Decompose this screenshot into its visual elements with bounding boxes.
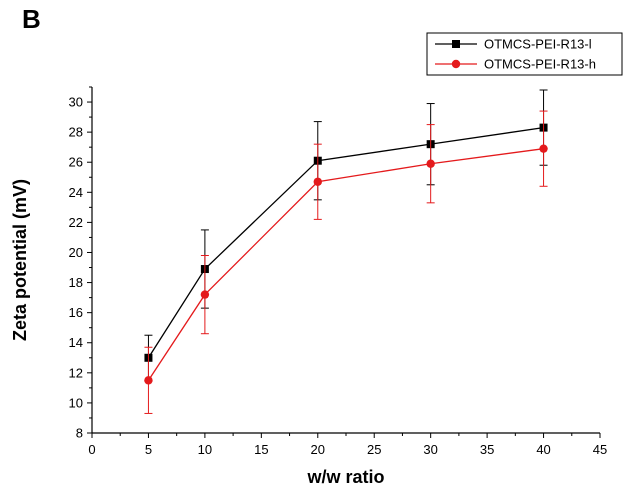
y-tick-label: 26	[69, 155, 83, 170]
y-axis-title: Zeta potential (mV)	[10, 179, 30, 341]
series-layer	[144, 90, 548, 413]
y-tick-label: 12	[69, 365, 83, 380]
x-tick-label: 45	[593, 442, 607, 457]
y-tick-label: 20	[69, 245, 83, 260]
legend-marker	[452, 60, 460, 68]
y-tick-label: 14	[69, 335, 83, 350]
y-tick-label: 16	[69, 305, 83, 320]
x-axis: 0 5 10 15 20 25 30 35 40 45	[88, 433, 607, 457]
data-point	[314, 178, 322, 186]
series-1	[144, 90, 547, 380]
data-point	[426, 160, 434, 168]
legend-label: OTMCS-PEI-R13-l	[484, 37, 592, 52]
x-tick-label: 25	[367, 442, 381, 457]
series-line	[148, 149, 543, 381]
x-tick-label: 35	[480, 442, 494, 457]
y-tick-label: 24	[69, 185, 83, 200]
legend: OTMCS-PEI-R13-l OTMCS-PEI-R13-h	[427, 33, 622, 75]
data-point	[144, 376, 152, 384]
legend-label: OTMCS-PEI-R13-h	[484, 57, 596, 72]
x-tick-label: 0	[88, 442, 95, 457]
data-point	[539, 144, 547, 152]
x-tick-label: 40	[536, 442, 550, 457]
x-tick-label: 20	[311, 442, 325, 457]
legend-marker	[452, 40, 460, 48]
y-axis: 8 10 12 14 16 18 20 22 24 26 28 30	[69, 87, 92, 441]
y-tick-label: 30	[69, 95, 83, 110]
data-point	[201, 290, 209, 298]
y-tick-label: 8	[76, 426, 83, 441]
x-tick-label: 30	[423, 442, 437, 457]
y-tick-label: 22	[69, 215, 83, 230]
y-tick-label: 10	[69, 395, 83, 410]
x-tick-label: 10	[198, 442, 212, 457]
y-tick-label: 18	[69, 275, 83, 290]
plot-frame	[92, 87, 600, 433]
x-tick-label: 5	[145, 442, 152, 457]
y-tick-label: 28	[69, 125, 83, 140]
x-axis-title: w/w ratio	[306, 467, 384, 487]
x-tick-label: 15	[254, 442, 268, 457]
series-line	[148, 128, 543, 358]
